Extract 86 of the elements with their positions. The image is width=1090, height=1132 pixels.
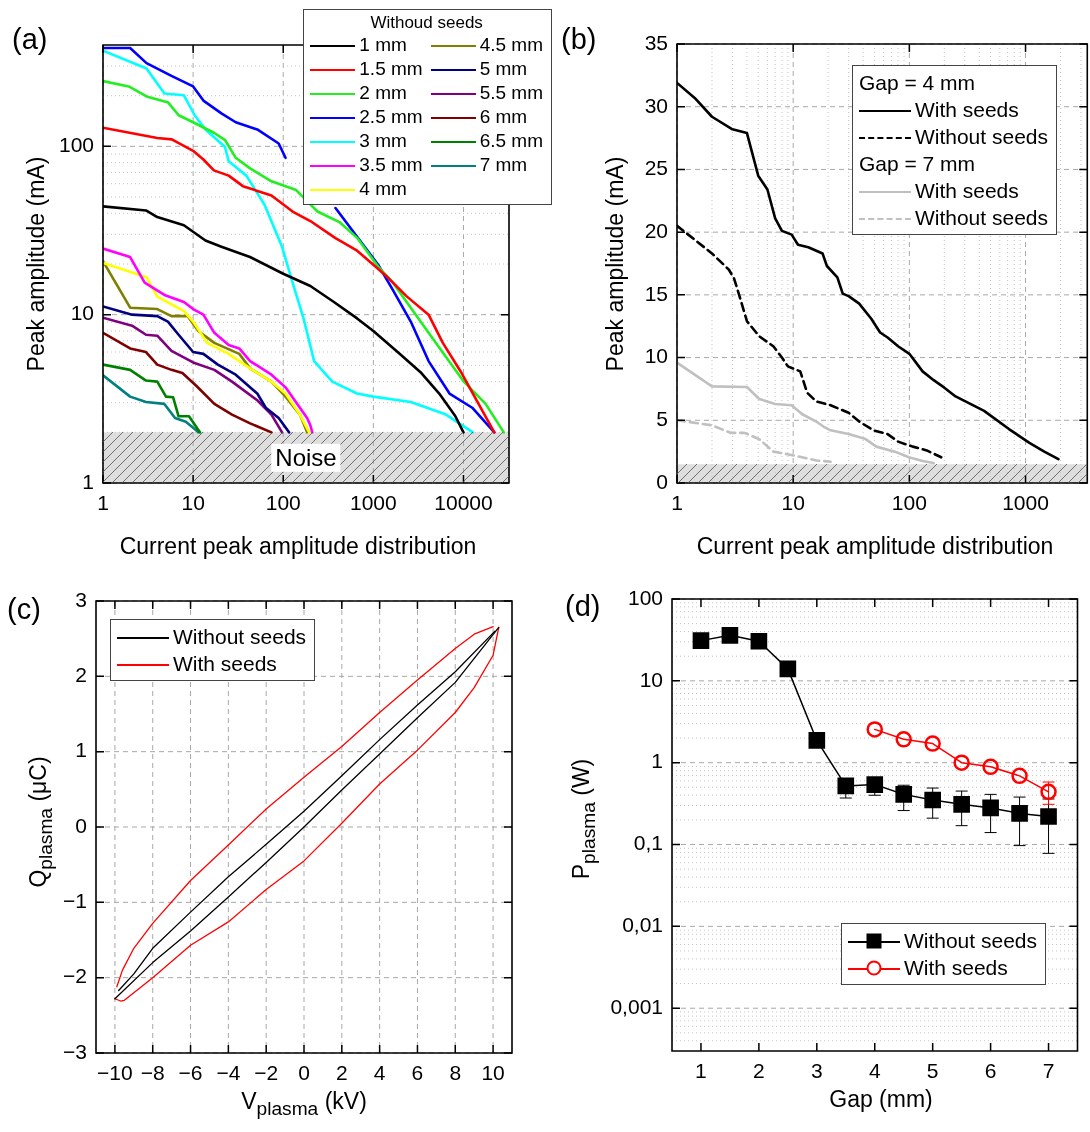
- legend-label: 2.5 mm: [359, 106, 423, 128]
- chart-title: (d): [565, 590, 601, 622]
- x-tick-label: 100: [891, 491, 927, 515]
- x-tick-label: −8: [140, 1061, 165, 1085]
- x-tick-label: 4: [373, 1061, 386, 1085]
- legend-label: 7 mm: [479, 154, 528, 176]
- x-tick-label: 100: [265, 491, 301, 515]
- legend-title: Withoud seeds: [369, 13, 484, 33]
- y-tick-label: 1: [82, 469, 94, 493]
- legend-label: 4 mm: [359, 178, 407, 200]
- legend-label: 5.5 mm: [479, 82, 543, 104]
- x-tick-label: 1000: [350, 491, 397, 515]
- y-tick-label: 0,001: [610, 995, 663, 1018]
- legend-label: 5 mm: [479, 58, 528, 80]
- x-tick-label: −10: [97, 1061, 133, 1085]
- x-axis-title: Current peak amplitude distribution: [119, 532, 477, 559]
- x-axis-title: Gap (mm): [829, 1085, 933, 1112]
- legend-label: 6 mm: [479, 106, 528, 128]
- y-tick-label: −3: [63, 1039, 87, 1063]
- y-tick-label: 10: [644, 344, 668, 368]
- y-tick-label: 5: [656, 407, 668, 431]
- x-tick-label: 10: [181, 491, 205, 515]
- y-axis-title: Peak amplitude (mA): [601, 156, 628, 372]
- x-tick-label: 1000: [1002, 491, 1049, 515]
- legend-label: 6.5 mm: [479, 130, 543, 152]
- x-tick-label: 5: [926, 1059, 939, 1083]
- legend-label: With seeds: [903, 955, 1008, 980]
- legend-label: Without seeds: [903, 928, 1037, 953]
- x-tick-label: 1: [671, 491, 683, 515]
- legend-label: Without seeds: [914, 205, 1048, 230]
- band-label: Noise: [271, 443, 341, 472]
- y-tick-label: 0,01: [622, 913, 663, 937]
- y-tick-label: 0: [75, 813, 87, 837]
- y-tick-label: 100: [58, 133, 94, 157]
- legend-label: Without seeds: [914, 124, 1048, 149]
- y-tick-label: 20: [644, 218, 668, 242]
- y-tick-label: 2: [75, 663, 87, 687]
- y-tick-label: 15: [644, 281, 668, 305]
- y-tick-label: 3: [75, 587, 87, 611]
- x-tick-label: 4: [868, 1059, 881, 1083]
- legend-label: With seeds: [173, 651, 277, 676]
- legend-label: With seeds: [914, 97, 1019, 122]
- x-tick-label: 8: [449, 1061, 462, 1085]
- x-tick-label: 3: [810, 1059, 823, 1083]
- x-tick-label: 10000: [434, 491, 493, 515]
- x-axis-title: Current peak amplitude distribution: [696, 532, 1054, 559]
- y-tick-label: 10: [639, 667, 663, 691]
- x-tick-label: −2: [254, 1061, 279, 1085]
- x-tick-label: 10: [781, 491, 805, 515]
- x-tick-label: 1: [695, 1059, 707, 1083]
- legend-label: 3 mm: [359, 130, 407, 152]
- x-tick-label: 10: [481, 1061, 505, 1085]
- annotation: Gap = 7 mm: [858, 151, 977, 177]
- y-tick-label: 0: [656, 469, 668, 493]
- legend-label: 4.5 mm: [479, 34, 543, 56]
- legend-label: 3.5 mm: [359, 154, 423, 176]
- y-tick-label: 10: [70, 301, 94, 325]
- y-tick-label: 25: [644, 156, 668, 180]
- x-tick-label: 6: [411, 1061, 424, 1085]
- legend-label: Without seeds: [173, 624, 307, 649]
- x-tick-label: 0: [298, 1061, 310, 1085]
- x-axis-title: V$_{plasma}$ (kV): [241, 1088, 367, 1119]
- x-tick-label: 2: [335, 1061, 348, 1085]
- legend-label: With seeds: [914, 178, 1019, 203]
- y-tick-label: 1: [651, 749, 663, 773]
- y-tick-label: −1: [63, 889, 87, 913]
- annotation: Gap = 4 mm: [858, 70, 977, 96]
- y-tick-label: 30: [644, 93, 668, 117]
- chart-title: (c): [7, 593, 41, 625]
- y-tick-label: 35: [644, 30, 668, 54]
- y-tick-label: −2: [63, 964, 87, 988]
- chart-title: (a): [12, 23, 48, 55]
- x-tick-label: 2: [753, 1059, 765, 1083]
- y-axis-title: Peak amplitude (mA): [22, 156, 49, 372]
- y-tick-label: 100: [627, 585, 663, 609]
- legend-label: 1.5 mm: [359, 58, 423, 80]
- chart-title: (b): [561, 23, 597, 55]
- y-tick-label: 0,1: [633, 831, 663, 855]
- legend-label: 1 mm: [359, 34, 407, 56]
- x-tick-label: 6: [984, 1059, 997, 1083]
- legend-label: 2 mm: [359, 82, 407, 104]
- x-tick-label: −4: [216, 1061, 241, 1085]
- x-tick-label: 1: [97, 491, 109, 515]
- x-tick-label: −6: [178, 1061, 203, 1085]
- x-tick-label: 7: [1042, 1059, 1055, 1083]
- y-tick-label: 1: [75, 738, 87, 762]
